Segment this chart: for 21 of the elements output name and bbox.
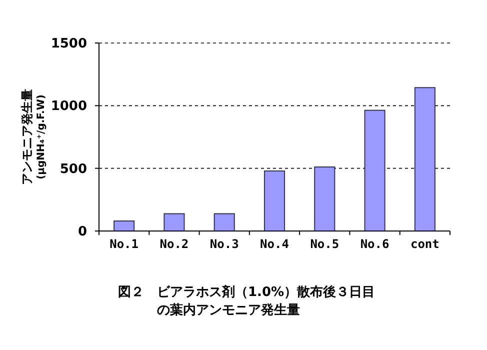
- bar: [114, 220, 135, 232]
- x-tick-label: cont: [410, 237, 440, 251]
- bar: [264, 170, 286, 232]
- x-tick-label: No.2: [160, 237, 189, 251]
- bar: [164, 213, 185, 232]
- x-tick-label: No.1: [110, 237, 139, 251]
- text: 図２: [118, 285, 144, 300]
- y-tick-label: 1500: [50, 36, 87, 52]
- y-axis-title: アンモニア発生量 (μgNH₄⁺/g.F.W): [20, 89, 47, 185]
- bar: [314, 166, 336, 232]
- text: ビアラホス剤（1.0%）散布後３日目の葉内アンモニア発生量: [157, 284, 376, 318]
- y-tick-label: 0: [78, 224, 87, 240]
- x-tick-label: No.5: [310, 237, 340, 251]
- bar: [214, 213, 235, 232]
- x-tick-label: No.3: [210, 237, 239, 251]
- bar: [414, 87, 436, 232]
- y-tick-label: 500: [60, 162, 87, 177]
- bar: [364, 110, 386, 232]
- y-tick-label: 1000: [50, 99, 87, 114]
- x-tick-label: No.4: [260, 237, 289, 251]
- x-tick-label: No.6: [360, 237, 390, 251]
